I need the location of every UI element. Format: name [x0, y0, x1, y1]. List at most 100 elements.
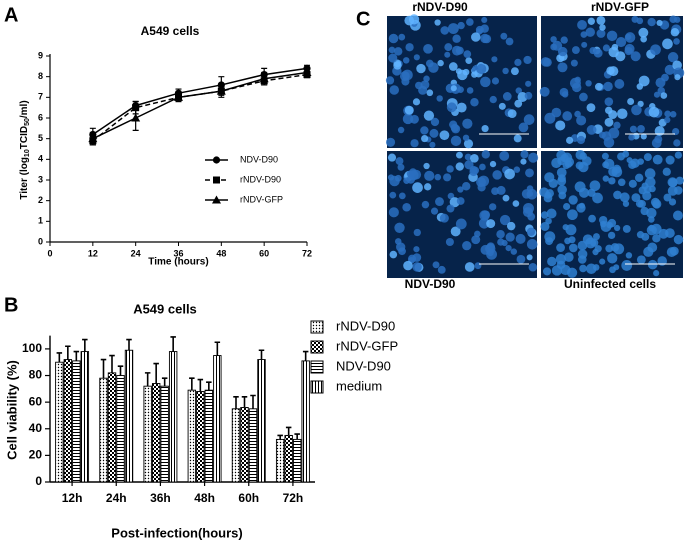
cell	[476, 177, 487, 188]
cell	[492, 170, 502, 180]
error-bar	[56, 352, 63, 363]
cell	[648, 224, 655, 232]
cell	[387, 153, 397, 162]
cell	[640, 35, 647, 43]
cell	[455, 162, 464, 171]
y-tick-label: 9	[38, 50, 43, 60]
cell	[481, 16, 488, 24]
cell	[675, 176, 684, 185]
cell	[569, 77, 581, 89]
cell	[564, 252, 574, 262]
cell	[437, 59, 444, 67]
cell	[504, 168, 515, 180]
cell	[385, 76, 395, 85]
error-bar	[117, 365, 124, 376]
cell	[637, 158, 644, 165]
cell	[577, 19, 587, 30]
error-bar	[214, 341, 221, 356]
y-axis-label-part: TCID	[19, 126, 30, 149]
error-bar	[144, 372, 151, 387]
cell	[579, 92, 588, 102]
cell	[653, 270, 660, 277]
y-tick-label: 4	[38, 154, 43, 164]
bar	[204, 389, 214, 483]
cell	[448, 62, 458, 71]
cell	[650, 44, 661, 56]
cell	[499, 214, 511, 226]
cell	[565, 224, 577, 236]
error-bar	[170, 336, 176, 352]
y-tick-label: 1	[38, 216, 43, 226]
cell	[674, 151, 683, 159]
cell	[670, 28, 680, 37]
cell	[661, 73, 669, 82]
cell	[423, 162, 430, 170]
cell	[385, 137, 396, 147]
cell	[586, 103, 596, 113]
cell	[518, 122, 529, 133]
x-tick-label: 0	[47, 248, 52, 258]
x-tick-label: 72h	[283, 491, 304, 505]
micrograph	[387, 16, 537, 148]
cell	[513, 166, 521, 173]
cell	[423, 110, 435, 121]
cell	[513, 134, 522, 143]
cell	[403, 260, 413, 271]
x-axis-label: Post-infection(hours)	[111, 525, 242, 540]
cell	[630, 51, 641, 62]
bar	[257, 359, 266, 483]
error-bar	[250, 394, 256, 409]
cell	[479, 163, 486, 171]
cell	[574, 181, 586, 193]
panel-label: C	[356, 8, 370, 30]
cell	[557, 62, 568, 73]
cell	[624, 43, 635, 54]
cell	[602, 175, 610, 182]
cell	[673, 16, 681, 23]
cell	[668, 178, 678, 188]
cell	[551, 107, 562, 118]
y-tick-label: 0	[35, 474, 42, 488]
error-bar	[82, 338, 88, 352]
cell	[599, 220, 607, 228]
micrographs	[385, 14, 685, 278]
marker	[302, 68, 312, 77]
cell	[432, 261, 440, 269]
error-bar	[109, 354, 115, 373]
cell	[557, 46, 568, 57]
cell	[635, 173, 644, 182]
cell	[428, 62, 439, 73]
bar	[124, 349, 134, 483]
panel-label: B	[4, 294, 18, 316]
x-tick-label: 36h	[150, 491, 171, 505]
y-tick-label: 7	[38, 92, 43, 102]
cell	[586, 125, 597, 135]
cell	[450, 135, 462, 147]
cell	[656, 19, 663, 27]
cell	[462, 182, 471, 191]
cell	[607, 231, 616, 240]
y-tick-label: 100	[22, 341, 42, 355]
cell	[413, 54, 420, 61]
micrograph-label: Uninfected cells	[564, 277, 656, 291]
cell	[389, 191, 397, 199]
cell	[674, 186, 683, 195]
cell	[544, 172, 555, 183]
y-axis-label-part: 10	[24, 149, 31, 157]
series-line	[92, 73, 308, 142]
cell	[515, 233, 526, 244]
cell	[502, 194, 510, 202]
cell	[628, 134, 635, 141]
x-axis-label: Time (hours)	[148, 257, 208, 268]
cell	[603, 81, 613, 92]
marker	[88, 134, 98, 143]
y-tick-label: 80	[29, 368, 43, 382]
cell	[602, 44, 610, 52]
cell	[647, 242, 658, 253]
error-bar	[233, 396, 239, 409]
cell	[523, 55, 532, 65]
cell	[413, 246, 420, 253]
cell	[489, 203, 497, 211]
legend-marker	[213, 176, 220, 184]
cell	[658, 228, 669, 239]
